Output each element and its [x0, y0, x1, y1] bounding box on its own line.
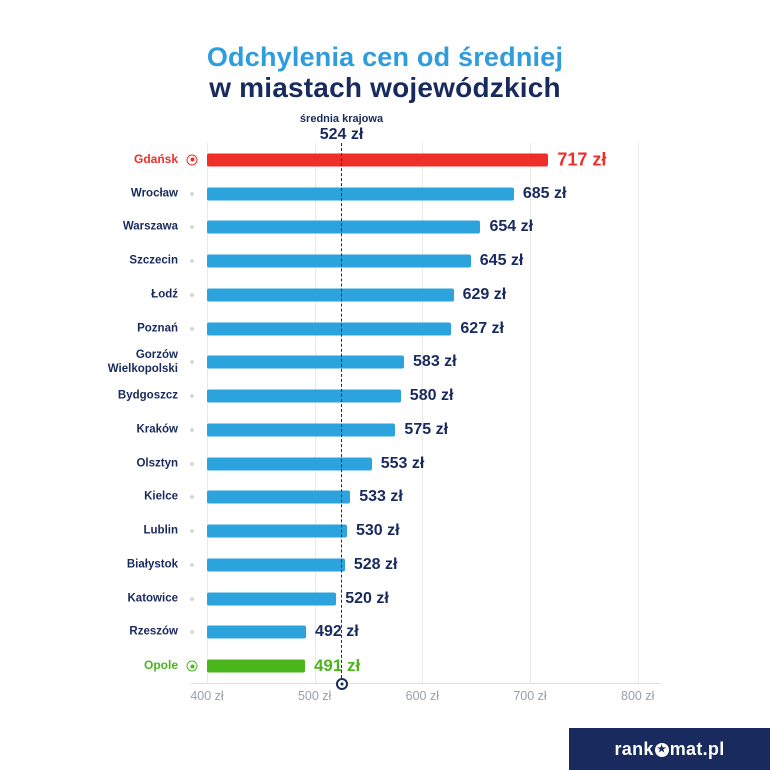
value-bar [207, 288, 454, 302]
value-bar [207, 625, 307, 639]
value-label: 491 zł [313, 656, 361, 676]
value-label: 654 zł [489, 218, 534, 236]
value-label: 533 zł [359, 488, 403, 506]
max-target-icon [186, 154, 198, 166]
title-line-1: Odchylenia cen od średniej [206, 42, 564, 72]
x-axis-tick-label: 800 zł [620, 689, 655, 703]
row-dot-icon [190, 259, 194, 264]
value-label: 645 zł [479, 252, 524, 270]
city-label: Łodź [151, 288, 178, 301]
gridline [637, 143, 639, 683]
value-label: 520 zł [345, 589, 389, 607]
city-label: Kraków [136, 423, 178, 436]
value-label: 580 zł [409, 387, 454, 405]
gridline [530, 143, 531, 683]
logo-text-suffix: mat.pl [669, 738, 725, 759]
row-dot-icon [190, 562, 194, 567]
row-dot-icon [190, 326, 194, 331]
city-label: Kielce [144, 490, 178, 503]
value-label: 528 zł [353, 555, 398, 573]
city-label: Białystok [126, 558, 178, 571]
row-dot-icon [190, 596, 194, 601]
city-label: Bydgoszcz [117, 389, 178, 402]
value-label: 627 zł [460, 319, 504, 337]
value-bar [207, 659, 305, 673]
value-bar [207, 153, 549, 167]
page-title: Odchylenia cen od średniej w miastach wo… [0, 42, 770, 104]
value-bar [207, 389, 401, 403]
city-label: Olsztyn [136, 457, 178, 470]
value-label: 717 zł [557, 149, 607, 170]
row-dot-icon [190, 394, 194, 399]
rankomat-logo: rank ★ mat.pl [614, 739, 724, 760]
row-dot-icon [190, 191, 194, 196]
value-bar [207, 457, 372, 471]
row-dot-icon [190, 427, 194, 432]
reference-label: średnia krajowa [299, 113, 384, 125]
row-dot-icon [190, 360, 194, 365]
city-label: Katowice [127, 592, 179, 605]
x-axis-tick-label: 500 zł [297, 689, 332, 703]
city-label: Szczecin [129, 254, 178, 267]
bar-chart: 400 zł 500 zł 600 zł 700 zł 800 zł Gdańsk 717 … [0, 140, 770, 703]
gridline [207, 143, 208, 683]
star-in-circle-icon: ★ [654, 743, 669, 757]
footer-brand-bar: rank ★ mat.pl [569, 728, 770, 770]
reference-value: 524 zł [319, 126, 364, 143]
national-average-reference-line [340, 143, 342, 683]
row-dot-icon [190, 630, 194, 635]
value-bar [207, 322, 452, 336]
value-bar [207, 558, 345, 572]
value-label: 553 zł [380, 454, 425, 472]
gridline [422, 143, 424, 683]
title-line-2: w miastach wojewódzkich [209, 72, 561, 104]
value-label: 530 zł [355, 522, 400, 540]
value-label: 685 zł [522, 184, 567, 202]
logo-text-prefix: rank [614, 738, 654, 759]
reference-annotation: średnia krajowa 524 zł [242, 113, 442, 144]
x-axis-line [191, 683, 662, 684]
city-label: Opole [143, 658, 178, 673]
value-bar [207, 423, 396, 437]
x-axis-tick-label: 600 zł [405, 689, 440, 703]
city-label: Gorzów Wielkopolski [107, 349, 178, 375]
value-bar [207, 187, 514, 201]
row-dot-icon [190, 529, 194, 534]
row-dot-icon [190, 461, 194, 466]
city-label: Gdańsk [133, 151, 178, 166]
gridline [314, 143, 316, 683]
city-label: Lublin [143, 524, 179, 537]
row-dot-icon [190, 225, 194, 230]
value-bar [207, 524, 347, 538]
city-label: Wrocław [130, 187, 178, 200]
row-dot-icon [190, 495, 194, 500]
value-bar [207, 254, 471, 268]
value-bar [207, 355, 405, 369]
city-label: Poznań [137, 322, 178, 335]
value-bar [207, 220, 481, 234]
value-label: 492 zł [315, 623, 359, 641]
reference-axis-marker-icon [335, 678, 348, 690]
x-axis-tick-label: 700 zł [513, 689, 547, 703]
value-label: 629 zł [462, 285, 507, 303]
min-target-icon [186, 660, 198, 672]
city-label: Rzeszów [129, 625, 178, 638]
value-bar [207, 490, 351, 504]
value-label: 583 zł [413, 353, 457, 371]
x-axis-tick-label: 400 zł [190, 689, 224, 703]
value-label: 575 zł [404, 420, 449, 438]
value-bar [207, 592, 337, 606]
row-dot-icon [190, 292, 194, 297]
city-label: Warszawa [122, 220, 178, 233]
